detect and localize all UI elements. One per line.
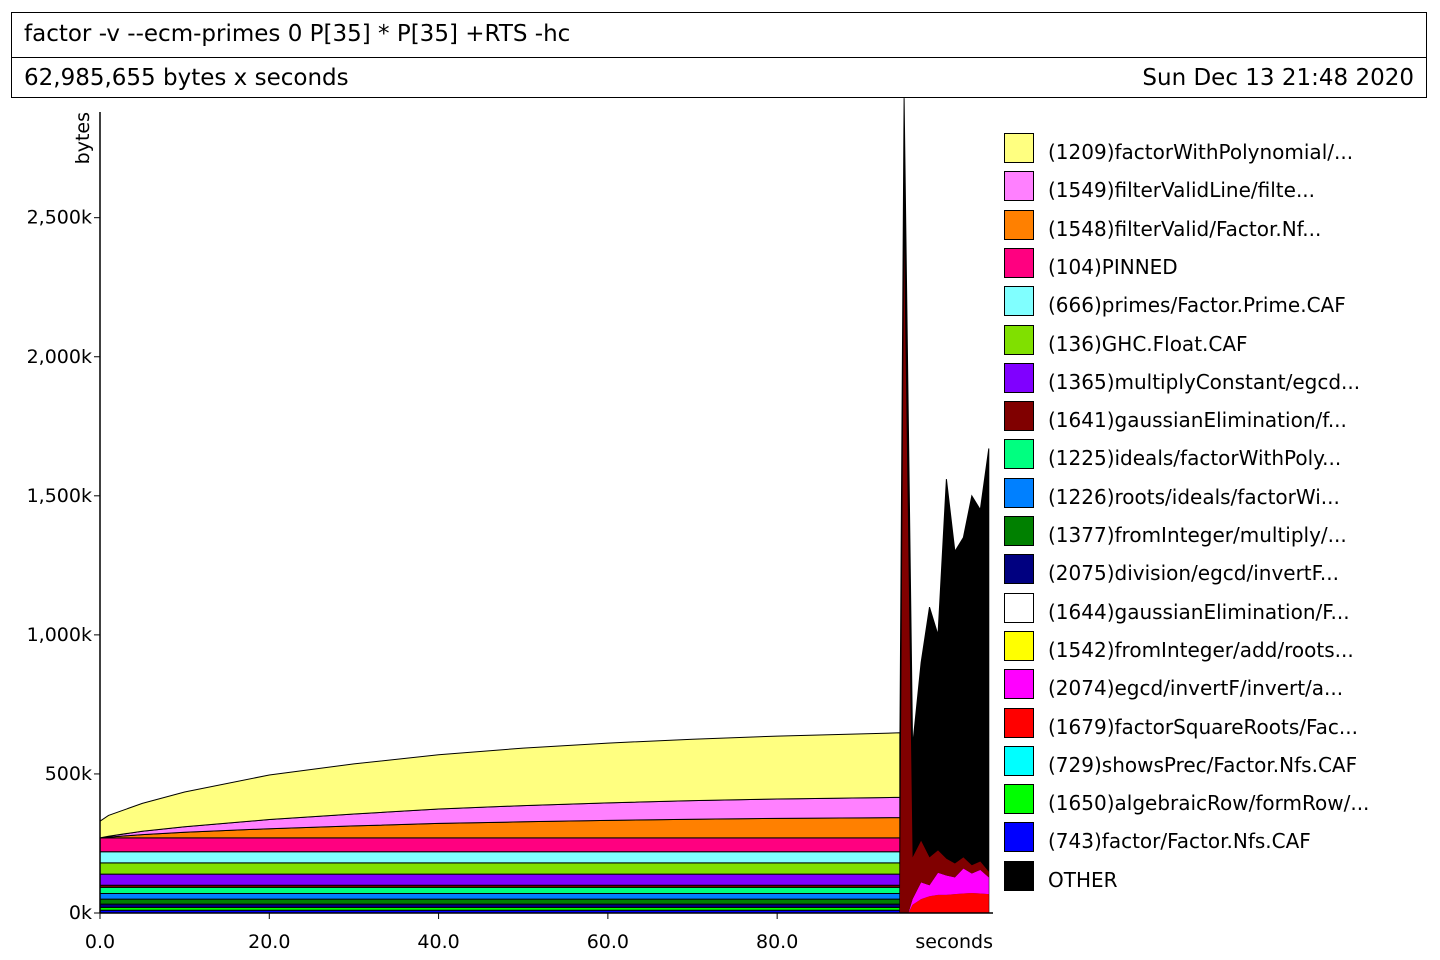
x-tick-label: 60.0 bbox=[587, 931, 629, 953]
y-tick-label: 2,500k bbox=[27, 207, 92, 229]
area-other-spikes bbox=[899, 98, 990, 914]
spike-1641-gaussianelimination-f bbox=[899, 245, 989, 913]
legend-label: (2075)division/egcd/invertF... bbox=[1048, 561, 1340, 586]
legend-swatch bbox=[1004, 477, 1034, 508]
x-tick-label: 0.0 bbox=[85, 931, 115, 953]
legend-swatch bbox=[1004, 784, 1034, 815]
legend-label: (1377)fromInteger/multiply/... bbox=[1048, 523, 1347, 547]
x-axis-label: seconds bbox=[915, 931, 993, 953]
legend-label: (1209)factorWithPolynomial/... bbox=[1048, 140, 1354, 164]
legend-item: (1548)filterValid/Factor.Nf... bbox=[1004, 209, 1424, 242]
area-104-pinned bbox=[99, 837, 901, 853]
legend-item: (1209)factorWithPolynomial/... bbox=[1004, 133, 1424, 165]
profile-date: Sun Dec 13 21:48 2020 bbox=[1142, 65, 1414, 91]
legend-item: (1679)factorSquareRoots/Fac... bbox=[1004, 707, 1424, 740]
legend-label: (1225)ideals/factorWithPoly... bbox=[1048, 446, 1342, 471]
legend-swatch bbox=[1004, 324, 1034, 355]
legend-item: (1542)fromInteger/add/roots... bbox=[1004, 630, 1424, 663]
legend-label: (743)factor/Factor.Nfs.CAF bbox=[1048, 829, 1311, 854]
legend-label: (1641)gaussianElimination/f... bbox=[1048, 408, 1347, 433]
y-tick-label: 1,000k bbox=[27, 624, 92, 646]
legend-swatch bbox=[1004, 860, 1034, 891]
legend-swatch bbox=[1004, 401, 1034, 432]
profile-command-title: factor -v --ecm-primes 0 P[35] * P[35] +… bbox=[24, 21, 571, 47]
legend-item: (1365)multiplyConstant/egcd... bbox=[1004, 362, 1424, 395]
legend-label: (136)GHC.Float.CAF bbox=[1048, 331, 1248, 356]
y-tick-label: 500k bbox=[45, 763, 92, 785]
legend-item: (666)primes/Factor.Prime.CAF bbox=[1004, 286, 1424, 318]
legend-label: (104)PINNED bbox=[1048, 254, 1178, 279]
legend-item: (743)factor/Factor.Nfs.CAF bbox=[1004, 822, 1424, 854]
legend-item: (136)GHC.Float.CAF bbox=[1004, 324, 1424, 357]
legend-item: (1225)ideals/factorWithPoly... bbox=[1004, 439, 1424, 471]
legend-label: (1650)algebraicRow/formRow/... bbox=[1048, 791, 1370, 816]
x-tick-label: 20.0 bbox=[248, 931, 290, 953]
legend-swatch bbox=[1004, 592, 1034, 623]
legend-item: OTHER bbox=[1004, 860, 1424, 893]
legend-swatch bbox=[1004, 822, 1034, 853]
legend-item: (2075)division/egcd/invertF... bbox=[1004, 554, 1424, 586]
legend-swatch bbox=[1004, 362, 1034, 393]
legend-swatch bbox=[1004, 630, 1034, 661]
area-1226-roots-ideals-factorwi bbox=[99, 893, 901, 900]
legend-swatch bbox=[1004, 439, 1034, 470]
legend-label: (1542)fromInteger/add/roots... bbox=[1048, 637, 1354, 662]
legend-label: (1365)multiplyConstant/egcd... bbox=[1048, 369, 1361, 394]
profile-header: factor -v --ecm-primes 0 P[35] * P[35] +… bbox=[11, 12, 1427, 98]
area-1225-ideals-factorwithpoly bbox=[99, 886, 901, 894]
area-666-primes-factor-prime-caf bbox=[99, 851, 901, 864]
legend-item: (1641)gaussianElimination/f... bbox=[1004, 401, 1424, 433]
legend-swatch bbox=[1004, 707, 1034, 738]
legend-swatch bbox=[1004, 554, 1034, 585]
legend-label: (1644)gaussianElimination/F... bbox=[1048, 599, 1350, 624]
legend-label: (729)showsPrec/Factor.Nfs.CAF bbox=[1048, 752, 1358, 777]
legend-item: (2074)egcd/invertF/invert/a... bbox=[1004, 669, 1424, 701]
area-1377-frominteger-multiply bbox=[99, 898, 901, 905]
legend-label: (1226)roots/ideals/factorWi... bbox=[1048, 484, 1340, 509]
legend-swatch bbox=[1004, 516, 1034, 546]
header-divider bbox=[12, 57, 1426, 58]
legend-item: (104)PINNED bbox=[1004, 247, 1424, 280]
y-tick-label: 0k bbox=[69, 902, 92, 924]
legend-item: (1226)roots/ideals/factorWi... bbox=[1004, 477, 1424, 510]
legend-label: (1549)filterValidLine/filte... bbox=[1048, 178, 1316, 203]
legend-label: (666)primes/Factor.Prime.CAF bbox=[1048, 293, 1346, 318]
legend-item: (1377)fromInteger/multiply/... bbox=[1004, 516, 1424, 548]
x-tick-label: 80.0 bbox=[756, 931, 798, 953]
legend-item: (1644)gaussianElimination/F... bbox=[1004, 592, 1424, 625]
y-tick-label: 1,500k bbox=[27, 485, 92, 507]
legend-item: (729)showsPrec/Factor.Nfs.CAF bbox=[1004, 745, 1424, 778]
legend-swatch bbox=[1004, 286, 1034, 317]
legend-swatch bbox=[1004, 745, 1034, 776]
y-axis-label: bytes bbox=[72, 112, 94, 164]
legend-label: (1679)factorSquareRoots/Fac... bbox=[1048, 714, 1358, 739]
legend-label: (1548)filterValid/Factor.Nf... bbox=[1048, 216, 1322, 241]
legend-label: (2074)egcd/invertF/invert/a... bbox=[1048, 676, 1344, 701]
y-tick-label: 2,000k bbox=[27, 346, 92, 368]
spike-1679-factorsquareroots-fac bbox=[899, 893, 989, 913]
legend-item: (1650)algebraicRow/formRow/... bbox=[1004, 784, 1424, 816]
total-bytes-seconds: 62,985,655 bytes x seconds bbox=[24, 65, 349, 91]
area-1365-multiplyconstant-egcd bbox=[99, 873, 901, 886]
area-136-ghc-float-caf bbox=[99, 862, 901, 875]
x-tick-label: 40.0 bbox=[417, 931, 459, 953]
legend-swatch bbox=[1004, 669, 1034, 700]
legend-swatch bbox=[1004, 133, 1034, 163]
legend-swatch bbox=[1004, 171, 1034, 202]
spike-2074-egcd-invertf-invert-a bbox=[899, 868, 989, 913]
legend-swatch bbox=[1004, 247, 1034, 278]
legend-label: OTHER bbox=[1048, 867, 1118, 892]
legend-item: (1549)filterValidLine/filte... bbox=[1004, 171, 1424, 203]
legend-swatch bbox=[1004, 209, 1034, 240]
